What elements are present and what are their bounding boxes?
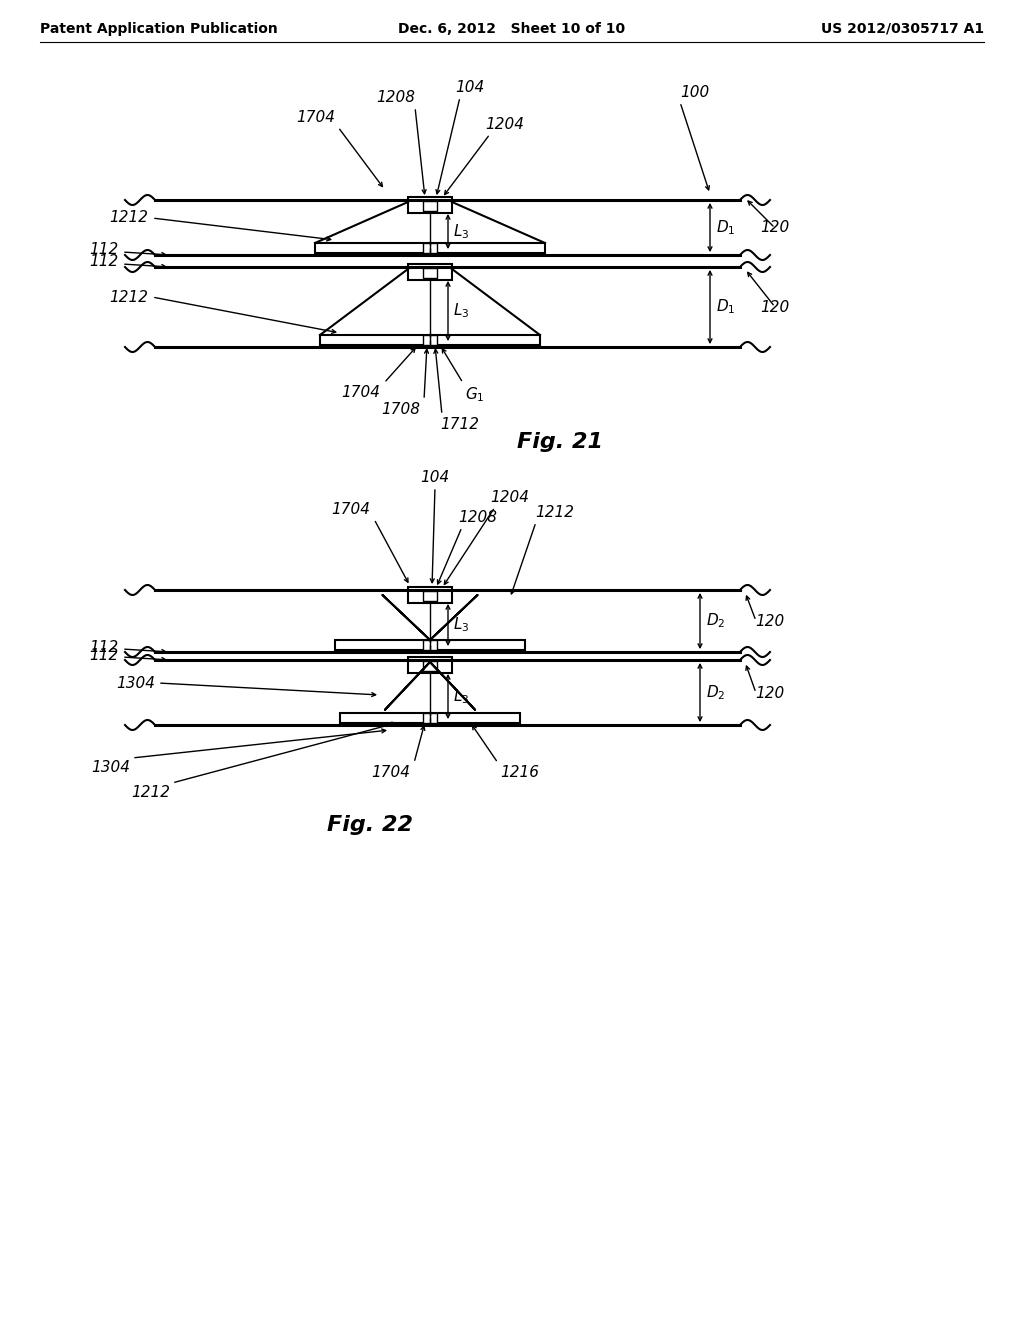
Bar xyxy=(340,713,520,723)
Text: 1304: 1304 xyxy=(91,760,130,775)
Text: 1208: 1208 xyxy=(376,90,415,106)
Text: Patent Application Publication: Patent Application Publication xyxy=(40,22,278,36)
Bar xyxy=(408,587,452,603)
Text: $D_1$: $D_1$ xyxy=(716,218,735,236)
Text: 104: 104 xyxy=(421,470,450,484)
Bar xyxy=(335,640,525,649)
Bar xyxy=(423,268,437,279)
Bar xyxy=(423,243,437,253)
Text: 1304: 1304 xyxy=(116,676,155,690)
Text: 1204: 1204 xyxy=(485,117,524,132)
Text: $L_3$: $L_3$ xyxy=(453,688,469,706)
Bar xyxy=(423,591,437,601)
Bar xyxy=(423,201,437,211)
Text: 1704: 1704 xyxy=(296,110,335,125)
Text: 1212: 1212 xyxy=(131,785,170,800)
Bar xyxy=(408,264,452,280)
Text: $D_2$: $D_2$ xyxy=(706,684,725,702)
Text: 120: 120 xyxy=(760,300,790,314)
Text: 1204: 1204 xyxy=(490,490,529,506)
Text: 1208: 1208 xyxy=(458,510,497,525)
Text: $L_3$: $L_3$ xyxy=(453,302,469,321)
Text: 1212: 1212 xyxy=(535,506,574,520)
Text: 1212: 1212 xyxy=(109,210,148,226)
Bar xyxy=(423,335,437,345)
Bar xyxy=(315,243,545,253)
Text: Fig. 22: Fig. 22 xyxy=(327,814,413,836)
Text: 100: 100 xyxy=(680,84,710,100)
Text: $G_1$: $G_1$ xyxy=(465,385,484,404)
Bar xyxy=(319,335,540,345)
Text: 1708: 1708 xyxy=(381,403,420,417)
Text: 1212: 1212 xyxy=(109,289,148,305)
Text: Fig. 21: Fig. 21 xyxy=(517,432,603,451)
Bar xyxy=(423,713,437,723)
Bar xyxy=(423,661,437,671)
Bar xyxy=(423,640,437,649)
Text: Dec. 6, 2012   Sheet 10 of 10: Dec. 6, 2012 Sheet 10 of 10 xyxy=(398,22,626,36)
Text: 112: 112 xyxy=(89,255,118,269)
Text: 120: 120 xyxy=(755,614,784,628)
Text: 112: 112 xyxy=(89,639,118,655)
Text: 104: 104 xyxy=(455,81,484,95)
Text: 112: 112 xyxy=(89,648,118,663)
Text: $D_1$: $D_1$ xyxy=(716,297,735,317)
Text: 1712: 1712 xyxy=(440,417,479,432)
Text: 1704: 1704 xyxy=(371,766,410,780)
Text: 120: 120 xyxy=(755,685,784,701)
Text: 120: 120 xyxy=(760,220,790,235)
Text: 1216: 1216 xyxy=(500,766,539,780)
Bar xyxy=(408,657,452,673)
Text: $L_3$: $L_3$ xyxy=(453,222,469,240)
Text: US 2012/0305717 A1: US 2012/0305717 A1 xyxy=(821,22,984,36)
Text: $L_3$: $L_3$ xyxy=(453,615,469,635)
Bar xyxy=(408,197,452,213)
Text: $D_2$: $D_2$ xyxy=(706,611,725,631)
Text: 112: 112 xyxy=(89,243,118,257)
Text: 1704: 1704 xyxy=(341,385,380,400)
Text: 1704: 1704 xyxy=(331,502,370,517)
